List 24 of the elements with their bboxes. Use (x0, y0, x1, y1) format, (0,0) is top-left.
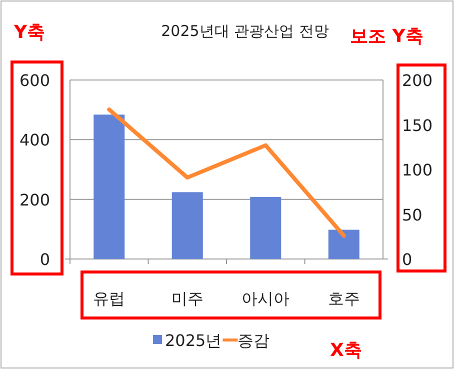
bar (250, 196, 282, 259)
text: 보조 Y축 (350, 26, 424, 47)
y2-tick-label: 100 (402, 160, 433, 180)
x-tick-label: 아시아 (242, 289, 290, 308)
y2-tick-label: 150 (402, 116, 433, 135)
x-tick-label: 호주 (328, 289, 360, 308)
x-tick-label: 미주 (171, 289, 204, 308)
text: X축 (330, 340, 362, 361)
x-tick-label: 유럽 (93, 289, 126, 308)
y2-tick-label: 0 (402, 250, 412, 269)
y-tick-label: 600 (19, 71, 50, 90)
y2-tick-label: 200 (402, 71, 433, 90)
y-tick-label: 200 (19, 190, 50, 210)
y-tick-label: 400 (19, 130, 50, 150)
bar (172, 192, 203, 259)
bar (94, 114, 125, 259)
legend-label: 2025년 (165, 331, 222, 350)
bar (328, 230, 360, 259)
text: Y축 (13, 22, 46, 43)
y-tick-label: 0 (40, 250, 50, 269)
line-series (107, 108, 346, 238)
chart-title: 2025년대 관광산업 전망 (161, 22, 329, 40)
y2-tick-label: 50 (402, 205, 422, 224)
legend-label: 증감 (238, 331, 270, 350)
